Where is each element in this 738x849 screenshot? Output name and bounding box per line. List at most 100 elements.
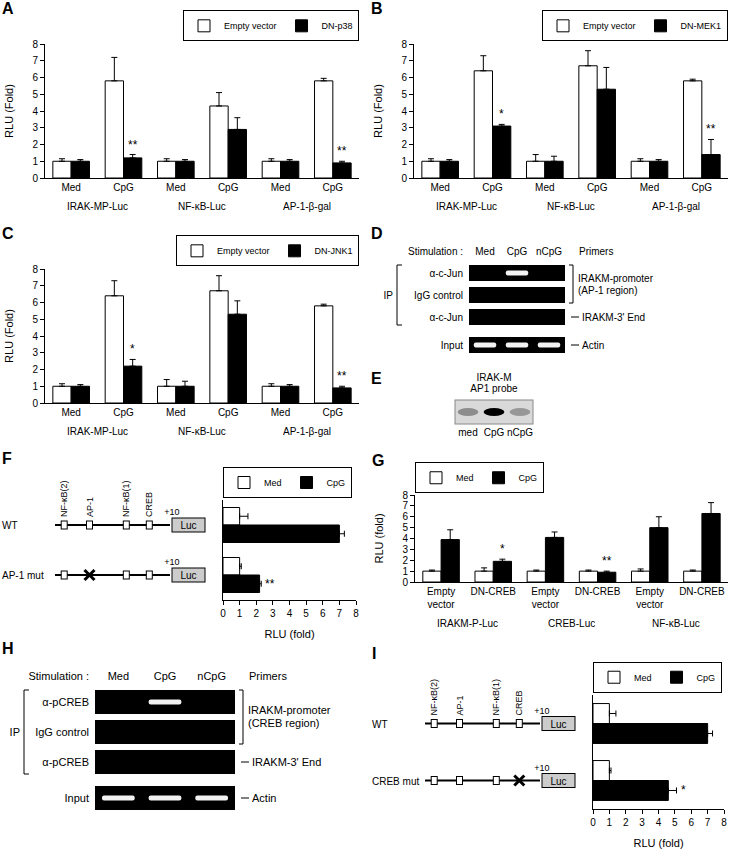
svg-text:1: 1 xyxy=(32,156,38,167)
svg-text:CpG: CpG xyxy=(327,478,346,488)
svg-text:IRAK-MP-Luc: IRAK-MP-Luc xyxy=(67,426,128,437)
svg-text:RLU (Fold): RLU (Fold) xyxy=(372,84,384,138)
svg-text:8: 8 xyxy=(32,264,38,275)
svg-text:RLU (fold): RLU (fold) xyxy=(373,513,385,563)
svg-text:4: 4 xyxy=(656,817,662,828)
svg-text:4: 4 xyxy=(402,533,408,544)
svg-text:CpG: CpG xyxy=(218,407,239,418)
svg-text:IRAK-M: IRAK-M xyxy=(477,372,512,383)
svg-text:0: 0 xyxy=(32,173,38,184)
svg-text:IRAK-MP-Luc: IRAK-MP-Luc xyxy=(67,201,128,212)
svg-text:Empty vector: Empty vector xyxy=(224,21,277,31)
svg-text:+10: +10 xyxy=(534,706,549,716)
svg-text:Med: Med xyxy=(108,670,129,682)
svg-text:DN-CREB: DN-CREB xyxy=(679,586,725,597)
svg-text:Med: Med xyxy=(634,673,652,683)
svg-text:Actin: Actin xyxy=(582,340,604,351)
svg-text:CREB: CREB xyxy=(144,492,154,517)
svg-text:CpG: CpG xyxy=(484,427,505,438)
svg-text:*: * xyxy=(499,107,504,121)
svg-text:Med: Med xyxy=(535,182,554,193)
svg-text:Stimulation :: Stimulation : xyxy=(408,246,463,257)
svg-text:AP-1-β-gal: AP-1-β-gal xyxy=(283,426,331,437)
svg-text:1: 1 xyxy=(237,608,243,619)
svg-text:Med: Med xyxy=(271,407,290,418)
svg-text:**: ** xyxy=(337,144,347,158)
svg-text:RLU (Fold): RLU (Fold) xyxy=(3,84,15,138)
svg-text:Luc: Luc xyxy=(180,520,196,531)
svg-text:(AP-1 region): (AP-1 region) xyxy=(578,285,637,296)
svg-text:0: 0 xyxy=(220,608,226,619)
svg-text:5: 5 xyxy=(32,89,38,100)
svg-text:7: 7 xyxy=(32,280,38,291)
svg-text:7: 7 xyxy=(401,55,407,66)
svg-text:CREB: CREB xyxy=(514,690,524,715)
svg-text:8: 8 xyxy=(402,490,408,501)
svg-text:Med: Med xyxy=(264,478,282,488)
svg-text:CpG: CpG xyxy=(154,670,177,682)
svg-text:3: 3 xyxy=(639,817,645,828)
svg-text:DN-CREB: DN-CREB xyxy=(470,586,516,597)
svg-text:α-c-Jun: α-c-Jun xyxy=(429,268,463,279)
svg-text:6: 6 xyxy=(401,72,407,83)
svg-text:AP-1-β-gal: AP-1-β-gal xyxy=(283,201,331,212)
svg-text:NF-κB(1): NF-κB(1) xyxy=(491,679,501,716)
svg-text:CpG: CpG xyxy=(113,182,134,193)
svg-text:7: 7 xyxy=(402,500,408,511)
svg-text:Primers: Primers xyxy=(249,670,287,682)
svg-text:NF-κB(2): NF-κB(2) xyxy=(429,679,439,716)
svg-text:1: 1 xyxy=(402,566,408,577)
svg-text:**: ** xyxy=(337,369,347,383)
svg-text:*: * xyxy=(130,342,135,356)
svg-text:1: 1 xyxy=(32,381,38,392)
svg-text:CpG: CpG xyxy=(323,407,344,418)
svg-text:α-pCREB: α-pCREB xyxy=(42,756,89,768)
svg-text:**: ** xyxy=(128,138,138,152)
svg-text:CREB mut: CREB mut xyxy=(372,776,419,787)
svg-text:Med: Med xyxy=(61,182,80,193)
svg-text:med: med xyxy=(458,427,477,438)
svg-text:8: 8 xyxy=(32,39,38,50)
svg-text:CpG: CpG xyxy=(218,182,239,193)
svg-text:Luc: Luc xyxy=(180,570,196,581)
svg-text:NF-κB(1): NF-κB(1) xyxy=(121,481,131,518)
svg-text:Input: Input xyxy=(65,792,89,804)
svg-text:0: 0 xyxy=(402,577,408,588)
svg-text:2: 2 xyxy=(623,817,629,828)
svg-text:CpG: CpG xyxy=(519,473,538,483)
svg-text:**: ** xyxy=(706,122,716,136)
svg-text:Emptyvector: Emptyvector xyxy=(636,586,664,610)
svg-text:WT: WT xyxy=(2,520,18,531)
svg-text:3: 3 xyxy=(402,544,408,555)
svg-text:CpG: CpG xyxy=(587,182,608,193)
svg-text:IRAKM-promoter: IRAKM-promoter xyxy=(248,704,331,716)
svg-text:AP-1-β-gal: AP-1-β-gal xyxy=(652,201,700,212)
svg-text:DN-p38: DN-p38 xyxy=(322,21,353,31)
svg-text:3: 3 xyxy=(32,122,38,133)
svg-text:DN-JNK1: DN-JNK1 xyxy=(315,246,353,256)
svg-text:Med: Med xyxy=(640,182,659,193)
svg-text:7: 7 xyxy=(32,55,38,66)
svg-text:DN-MEK1: DN-MEK1 xyxy=(681,21,722,31)
svg-text:(CREB region): (CREB region) xyxy=(248,717,320,729)
svg-text:Med: Med xyxy=(271,182,290,193)
svg-text:RLU (fold): RLU (fold) xyxy=(633,837,683,849)
svg-text:*: * xyxy=(500,542,505,556)
svg-text:IRAKM-3' End: IRAKM-3' End xyxy=(582,312,645,323)
svg-text:2: 2 xyxy=(253,608,259,619)
svg-text:5: 5 xyxy=(32,314,38,325)
svg-text:5: 5 xyxy=(672,817,678,828)
svg-text:4: 4 xyxy=(287,608,293,619)
svg-text:RLU (Fold): RLU (Fold) xyxy=(3,309,15,363)
svg-text:6: 6 xyxy=(320,608,326,619)
svg-text:CREB-Luc: CREB-Luc xyxy=(548,618,595,629)
svg-text:Empty vector: Empty vector xyxy=(217,246,270,256)
svg-text:5: 5 xyxy=(401,89,407,100)
svg-text:8: 8 xyxy=(401,39,407,50)
svg-text:*: * xyxy=(681,783,686,797)
svg-text:Primers: Primers xyxy=(579,246,613,257)
svg-text:Med: Med xyxy=(61,407,80,418)
svg-text:6: 6 xyxy=(32,72,38,83)
svg-text:CpG: CpG xyxy=(507,246,528,257)
svg-text:AP-1: AP-1 xyxy=(455,695,465,715)
